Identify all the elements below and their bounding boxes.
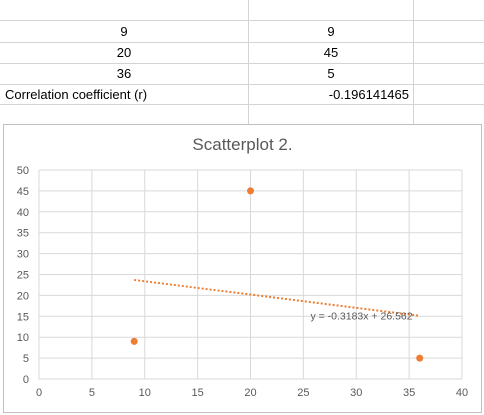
row-divider xyxy=(0,63,484,64)
chart-title: Scatterplot 2. xyxy=(192,135,293,154)
y-tick-label: 10 xyxy=(17,332,29,344)
y-tick-label: 5 xyxy=(23,353,29,365)
data-point xyxy=(130,337,138,345)
y-tick-label: 30 xyxy=(17,249,29,261)
cell-correlation-label[interactable]: Correlation coefficient (r) xyxy=(5,87,148,102)
column-divider xyxy=(248,0,249,124)
cell-x-1[interactable]: 9 xyxy=(120,24,128,39)
cell-correlation-value[interactable]: -0.196141465 xyxy=(328,87,409,102)
x-tick-label: 35 xyxy=(403,387,415,399)
row-divider xyxy=(0,42,484,43)
y-tick-label: 15 xyxy=(17,311,29,323)
x-tick-label: 10 xyxy=(139,387,151,399)
y-tick-label: 45 xyxy=(17,186,29,198)
x-tick-label: 5 xyxy=(89,387,95,399)
data-point xyxy=(416,354,424,362)
x-tick-label: 20 xyxy=(244,387,256,399)
cell-y-3[interactable]: 5 xyxy=(327,66,335,81)
x-tick-label: 40 xyxy=(456,387,468,399)
y-tick-label: 50 xyxy=(17,165,29,177)
y-tick-label: 25 xyxy=(17,270,29,282)
x-tick-label: 15 xyxy=(192,387,204,399)
column-divider xyxy=(413,0,414,124)
x-tick-label: 25 xyxy=(297,387,309,399)
y-tick-label: 35 xyxy=(17,228,29,240)
row-divider xyxy=(0,104,484,105)
scatter-chart[interactable]: Scatterplot 2. 0 5 10 15 20 25 30 35 40 45 50 0 5 10 1… xyxy=(3,124,482,413)
chart-plot-area: 0 5 10 15 20 25 30 35 40 45 50 0 5 10 15 20 25 30 35 40 y = … xyxy=(17,165,468,399)
x-tick-label: 30 xyxy=(350,387,362,399)
y-tick-label: 20 xyxy=(17,290,29,302)
cell-x-3[interactable]: 36 xyxy=(116,66,132,81)
trendline-equation: y = -0.3183x + 26.562 xyxy=(310,311,412,323)
cell-x-2[interactable]: 20 xyxy=(116,45,132,60)
row-divider xyxy=(0,84,484,85)
data-point xyxy=(247,187,254,195)
y-tick-label: 40 xyxy=(17,207,29,219)
x-tick-label: 0 xyxy=(36,387,42,399)
cell-y-2[interactable]: 45 xyxy=(323,45,339,60)
row-divider xyxy=(0,20,484,21)
cell-y-1[interactable]: 9 xyxy=(327,24,335,39)
y-tick-label: 0 xyxy=(23,374,29,386)
